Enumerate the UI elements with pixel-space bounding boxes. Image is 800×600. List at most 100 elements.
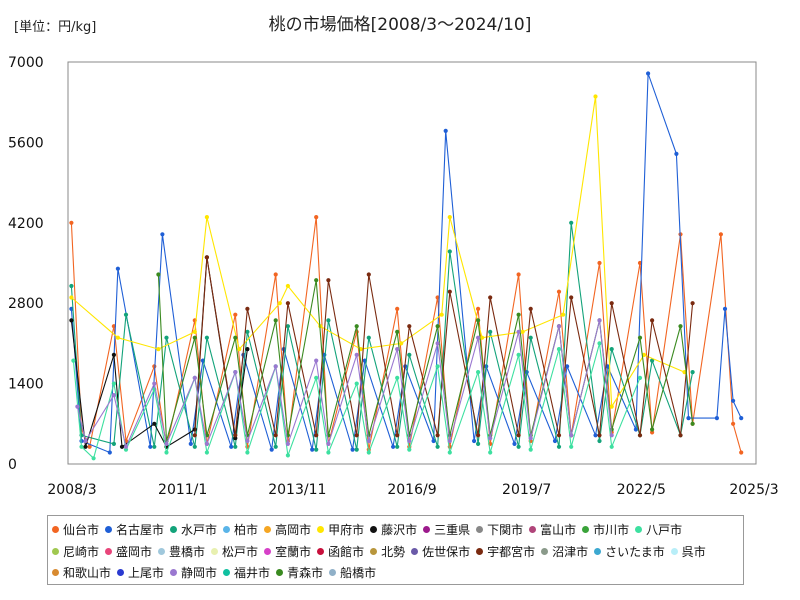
data-point xyxy=(69,318,74,323)
legend-item: 青森市 xyxy=(276,562,323,583)
data-point xyxy=(111,381,116,386)
data-point xyxy=(556,324,562,329)
data-point xyxy=(233,433,238,438)
legend-marker-icon xyxy=(52,569,59,577)
data-point xyxy=(609,404,614,409)
chart-title: 桃の市場価格[2008/3～2024/10] xyxy=(268,15,532,35)
data-point xyxy=(516,433,521,438)
data-point xyxy=(552,438,558,444)
data-point xyxy=(115,335,120,340)
legend-label: 高岡市 xyxy=(275,523,312,537)
data-point xyxy=(87,444,92,449)
legend-label: 柏市 xyxy=(234,523,259,537)
legend-label: 静岡市 xyxy=(181,566,218,581)
data-point xyxy=(739,416,744,421)
y-tick-label: 1400 xyxy=(8,377,44,393)
data-point xyxy=(516,312,521,317)
data-point xyxy=(609,433,614,438)
data-point xyxy=(447,450,452,455)
data-point xyxy=(111,393,116,398)
legend-item: 宇都宮市 xyxy=(476,541,535,562)
legend-marker-icon xyxy=(476,526,484,533)
data-point xyxy=(273,318,278,323)
data-point xyxy=(245,329,250,334)
series-layer xyxy=(69,71,744,461)
legend-label: 青森市 xyxy=(287,566,324,581)
data-point xyxy=(273,364,278,369)
legend-marker-icon xyxy=(158,547,166,555)
data-point xyxy=(326,441,331,446)
legend-marker-icon xyxy=(276,569,284,577)
legend-item: 尼崎市 xyxy=(52,541,99,562)
data-point xyxy=(395,329,400,334)
data-point xyxy=(633,427,639,432)
data-point xyxy=(285,453,290,458)
legend-label: 尼崎市 xyxy=(63,544,100,559)
data-point xyxy=(597,318,602,323)
y-tick-label: 7000 xyxy=(8,55,44,71)
data-point xyxy=(516,329,521,334)
data-point xyxy=(569,295,574,300)
data-point xyxy=(156,347,161,352)
series-line xyxy=(70,222,694,450)
series-8 xyxy=(75,318,614,449)
legend-marker-icon xyxy=(170,526,178,533)
data-point xyxy=(395,375,400,380)
data-point xyxy=(678,433,683,438)
legend-label: 宇都宮市 xyxy=(487,544,536,559)
legend-item: 静岡市 xyxy=(170,562,217,583)
plot-frame xyxy=(67,61,757,465)
data-point xyxy=(447,249,452,254)
chart-svg: 0 1400 2800 4200 5600 7000 2008/3 2011/1 2013/11… xyxy=(8,55,779,498)
legend-label: 富山市 xyxy=(540,523,577,537)
x-tick-label: 2016/9 xyxy=(387,482,436,498)
data-point xyxy=(310,447,315,452)
data-point xyxy=(326,318,331,323)
legend-item: 豊橋市 xyxy=(158,541,205,562)
data-point xyxy=(569,433,574,438)
data-point xyxy=(107,450,112,455)
data-point xyxy=(528,436,533,441)
data-point xyxy=(488,295,493,300)
data-point xyxy=(431,438,436,444)
data-point xyxy=(188,441,193,446)
axis-labels: 0 1400 2800 4200 5600 7000 2008/3 2011/1 2013/11… xyxy=(8,55,779,498)
legend-item: 盛岡市 xyxy=(105,541,152,562)
data-point xyxy=(273,444,278,449)
data-point xyxy=(650,427,655,432)
data-point xyxy=(192,335,197,340)
legend-marker-icon xyxy=(52,547,59,555)
data-point xyxy=(204,335,209,340)
data-point xyxy=(285,283,290,289)
data-point xyxy=(69,220,74,225)
data-point xyxy=(480,335,485,340)
data-point xyxy=(192,444,197,449)
legend-label: 室蘭市 xyxy=(275,544,312,559)
data-point xyxy=(528,306,533,311)
legend-marker-icon xyxy=(529,526,537,533)
data-point xyxy=(407,438,412,444)
data-point xyxy=(350,447,355,452)
data-point xyxy=(678,324,683,329)
data-point xyxy=(69,295,74,300)
data-point xyxy=(269,447,274,452)
data-point xyxy=(273,433,278,438)
data-point xyxy=(597,438,602,444)
x-tick-label: 2019/7 xyxy=(502,482,551,498)
data-point xyxy=(516,272,521,277)
data-point xyxy=(637,433,643,438)
legend-item: 呉市 xyxy=(670,541,706,562)
data-point xyxy=(472,438,477,444)
data-point xyxy=(152,421,157,426)
data-point xyxy=(739,450,744,455)
data-point xyxy=(520,329,525,334)
data-point xyxy=(233,370,238,375)
data-point xyxy=(690,421,695,426)
data-point xyxy=(160,232,165,237)
series-line xyxy=(76,320,613,449)
legend-marker-icon xyxy=(370,547,378,555)
data-point xyxy=(233,436,238,441)
data-point xyxy=(399,341,404,346)
legend-label: 八戸市 xyxy=(646,523,683,537)
legend-marker-icon xyxy=(170,569,178,577)
